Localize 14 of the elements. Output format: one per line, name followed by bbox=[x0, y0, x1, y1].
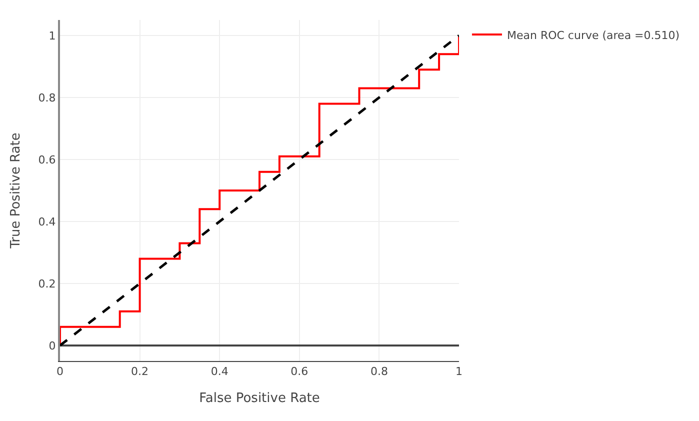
y-tick-label: 0.6 bbox=[38, 153, 56, 166]
y-axis-title: True Positive Rate bbox=[8, 132, 24, 250]
x-tick-label: 0.4 bbox=[210, 365, 228, 378]
legend-label: Mean ROC curve (area =0.510) bbox=[506, 28, 680, 42]
y-tick-label: 0.4 bbox=[38, 215, 56, 228]
y-tick-label: 0 bbox=[48, 339, 56, 352]
x-tick-label: 1 bbox=[456, 365, 462, 378]
x-tick-label: 0.6 bbox=[290, 365, 308, 378]
y-tick-label: 0.8 bbox=[38, 91, 56, 104]
x-axis-title: False Positive Rate bbox=[199, 390, 320, 406]
x-tick-label: 0.8 bbox=[370, 365, 388, 378]
y-tick-label: 1 bbox=[48, 29, 56, 42]
x-tick-label: 0.2 bbox=[131, 365, 149, 378]
y-tick-label: 0.2 bbox=[38, 277, 56, 290]
